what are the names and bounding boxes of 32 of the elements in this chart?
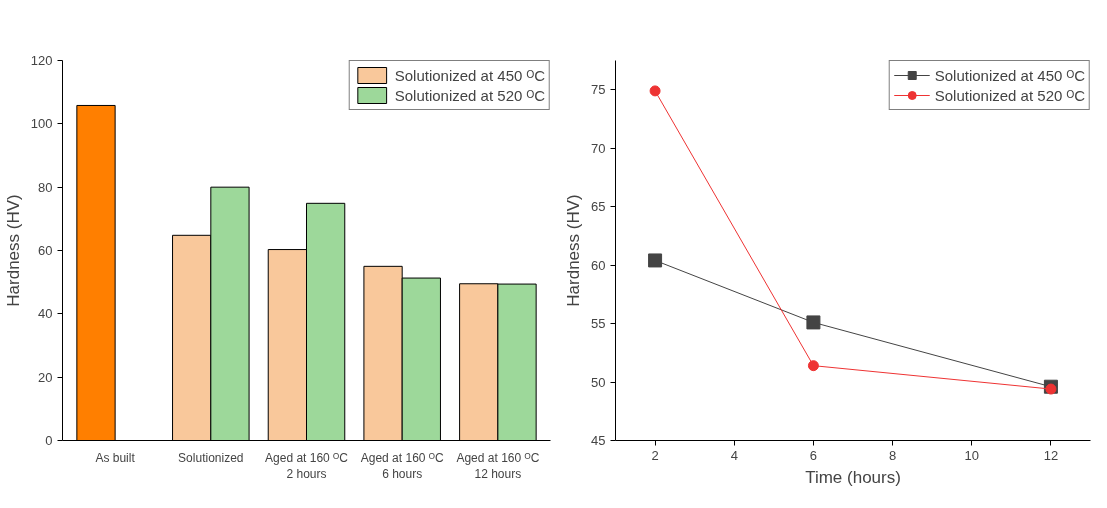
y-axis-title: Hardness (HV) <box>3 194 23 307</box>
x-tick-label: Aged at 160 ᴼC 12 hours <box>456 450 540 482</box>
x-tick-label: Aged at 160 ᴼC 6 hours <box>360 450 444 482</box>
y-tick-label: 55 <box>591 316 606 332</box>
y-tick-label: 70 <box>591 140 606 156</box>
x-tick-label: Solutionized <box>178 450 244 465</box>
y-tick-label: 120 <box>30 53 53 68</box>
y-tick-label: 20 <box>38 369 53 385</box>
legend-label: Solutionized at 520 ᴼC <box>934 86 1085 104</box>
x-tick-label: As built <box>95 450 136 465</box>
x-axis-title: Time (hours) <box>805 467 901 487</box>
y-tick-label: 75 <box>591 82 606 98</box>
x-tick-label: 2 <box>651 447 659 463</box>
y-tick-label: 0 <box>45 433 53 448</box>
y-tick-label: 45 <box>591 433 606 448</box>
x-tick-label: 12 <box>1043 447 1059 463</box>
x-tick-label: 6 <box>809 447 818 463</box>
legend-label: Solutionized at 450 ᴼC <box>394 66 545 84</box>
x-tick-label: Aged at 160 ᴼC 2 hours <box>265 450 349 482</box>
y-tick-label: 100 <box>30 116 53 132</box>
x-tick-label: 10 <box>964 447 979 463</box>
legend-label: Solutionized at 520 ᴼC <box>394 86 545 104</box>
y-tick-label: 40 <box>38 306 53 322</box>
legend-label: Solutionized at 450 ᴼC <box>934 66 1085 84</box>
y-tick-label: 60 <box>591 257 606 273</box>
y-tick-label: 65 <box>591 199 606 215</box>
x-tick-label: 4 <box>730 447 738 463</box>
y-tick-label: 80 <box>38 179 53 195</box>
y-axis-title: Hardness (HV) <box>564 194 584 307</box>
x-tick-label: 8 <box>888 447 897 463</box>
y-tick-label: 50 <box>591 374 606 390</box>
y-tick-label: 60 <box>38 243 53 258</box>
